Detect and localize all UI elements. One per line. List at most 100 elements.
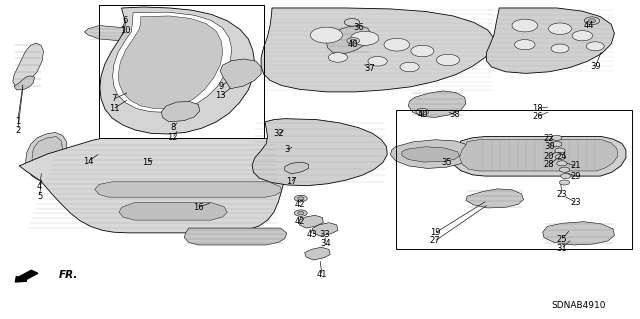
- Text: 23: 23: [557, 190, 567, 199]
- Text: 26: 26: [532, 112, 543, 121]
- FancyArrow shape: [15, 270, 38, 282]
- Text: 37: 37: [365, 64, 375, 73]
- Text: 14: 14: [83, 157, 93, 166]
- Text: 17: 17: [286, 177, 296, 186]
- Text: 9: 9: [218, 82, 223, 91]
- Text: 33: 33: [320, 230, 330, 239]
- Polygon shape: [453, 137, 626, 176]
- Polygon shape: [14, 76, 35, 90]
- Polygon shape: [460, 140, 618, 171]
- Circle shape: [298, 197, 304, 200]
- Text: 13: 13: [216, 91, 226, 100]
- Circle shape: [347, 38, 360, 44]
- Text: 18: 18: [532, 104, 543, 113]
- Text: 44: 44: [584, 21, 594, 30]
- Text: 4: 4: [37, 182, 42, 191]
- Text: 20: 20: [544, 152, 554, 161]
- Circle shape: [416, 108, 429, 115]
- Polygon shape: [402, 147, 460, 162]
- Text: 19: 19: [430, 228, 440, 237]
- Polygon shape: [312, 223, 338, 236]
- Polygon shape: [220, 59, 261, 89]
- Circle shape: [561, 174, 571, 179]
- Circle shape: [588, 19, 596, 23]
- Polygon shape: [305, 247, 330, 260]
- Circle shape: [512, 19, 538, 32]
- Circle shape: [419, 110, 426, 113]
- Circle shape: [436, 54, 460, 66]
- Circle shape: [557, 161, 567, 166]
- Text: 22: 22: [544, 134, 554, 143]
- Circle shape: [555, 148, 565, 153]
- Bar: [99, 5, 264, 138]
- Text: 2: 2: [15, 126, 20, 135]
- Polygon shape: [100, 7, 255, 134]
- Text: 12: 12: [168, 133, 178, 142]
- Polygon shape: [26, 132, 67, 180]
- Polygon shape: [95, 182, 282, 197]
- Polygon shape: [161, 101, 200, 122]
- Polygon shape: [119, 203, 227, 220]
- Circle shape: [350, 39, 356, 42]
- Text: 40: 40: [348, 40, 358, 49]
- Text: 38: 38: [449, 110, 460, 119]
- Text: 27: 27: [430, 236, 440, 245]
- Circle shape: [384, 38, 410, 51]
- Text: SDNAB4910: SDNAB4910: [552, 301, 606, 310]
- Polygon shape: [408, 91, 466, 117]
- Text: 15: 15: [142, 158, 152, 167]
- Polygon shape: [13, 43, 44, 87]
- Text: 42: 42: [294, 217, 305, 226]
- Text: 40: 40: [417, 110, 428, 119]
- Text: 34: 34: [320, 239, 330, 248]
- Polygon shape: [32, 137, 63, 176]
- Polygon shape: [326, 26, 371, 54]
- Circle shape: [572, 31, 593, 41]
- Polygon shape: [118, 16, 223, 108]
- Circle shape: [551, 44, 569, 53]
- Text: 36: 36: [353, 23, 364, 32]
- Text: 7: 7: [111, 94, 116, 103]
- Circle shape: [559, 180, 570, 185]
- Text: 43: 43: [307, 230, 317, 239]
- Text: 3: 3: [284, 145, 289, 154]
- Polygon shape: [252, 119, 387, 186]
- Text: 16: 16: [193, 203, 204, 212]
- Text: 42: 42: [294, 200, 305, 209]
- Text: FR.: FR.: [59, 270, 78, 280]
- Text: 11: 11: [109, 104, 119, 113]
- Text: 32: 32: [273, 130, 284, 138]
- Circle shape: [328, 53, 348, 62]
- Polygon shape: [300, 215, 323, 228]
- Circle shape: [298, 211, 304, 215]
- Text: 31: 31: [557, 244, 567, 253]
- Text: 25: 25: [557, 235, 567, 244]
- Bar: [396, 110, 632, 249]
- Circle shape: [584, 17, 600, 25]
- Bar: [99, 5, 264, 138]
- Polygon shape: [84, 26, 150, 42]
- Text: 6: 6: [123, 16, 128, 25]
- Polygon shape: [543, 222, 614, 245]
- Text: 1: 1: [15, 117, 20, 126]
- Circle shape: [552, 142, 562, 147]
- Circle shape: [559, 167, 570, 172]
- Polygon shape: [466, 189, 524, 208]
- Polygon shape: [184, 228, 287, 245]
- Circle shape: [400, 62, 419, 72]
- Polygon shape: [19, 138, 289, 233]
- Circle shape: [548, 23, 572, 34]
- Circle shape: [556, 154, 566, 160]
- Text: 8: 8: [170, 123, 175, 132]
- Polygon shape: [390, 140, 475, 168]
- Text: 35: 35: [442, 158, 452, 167]
- Polygon shape: [285, 162, 308, 174]
- Text: 5: 5: [37, 192, 42, 201]
- Circle shape: [294, 210, 307, 216]
- Circle shape: [515, 40, 535, 50]
- Circle shape: [294, 195, 307, 202]
- Text: 10: 10: [120, 26, 131, 35]
- Text: 30: 30: [544, 142, 554, 151]
- Polygon shape: [113, 12, 232, 112]
- Circle shape: [351, 31, 379, 45]
